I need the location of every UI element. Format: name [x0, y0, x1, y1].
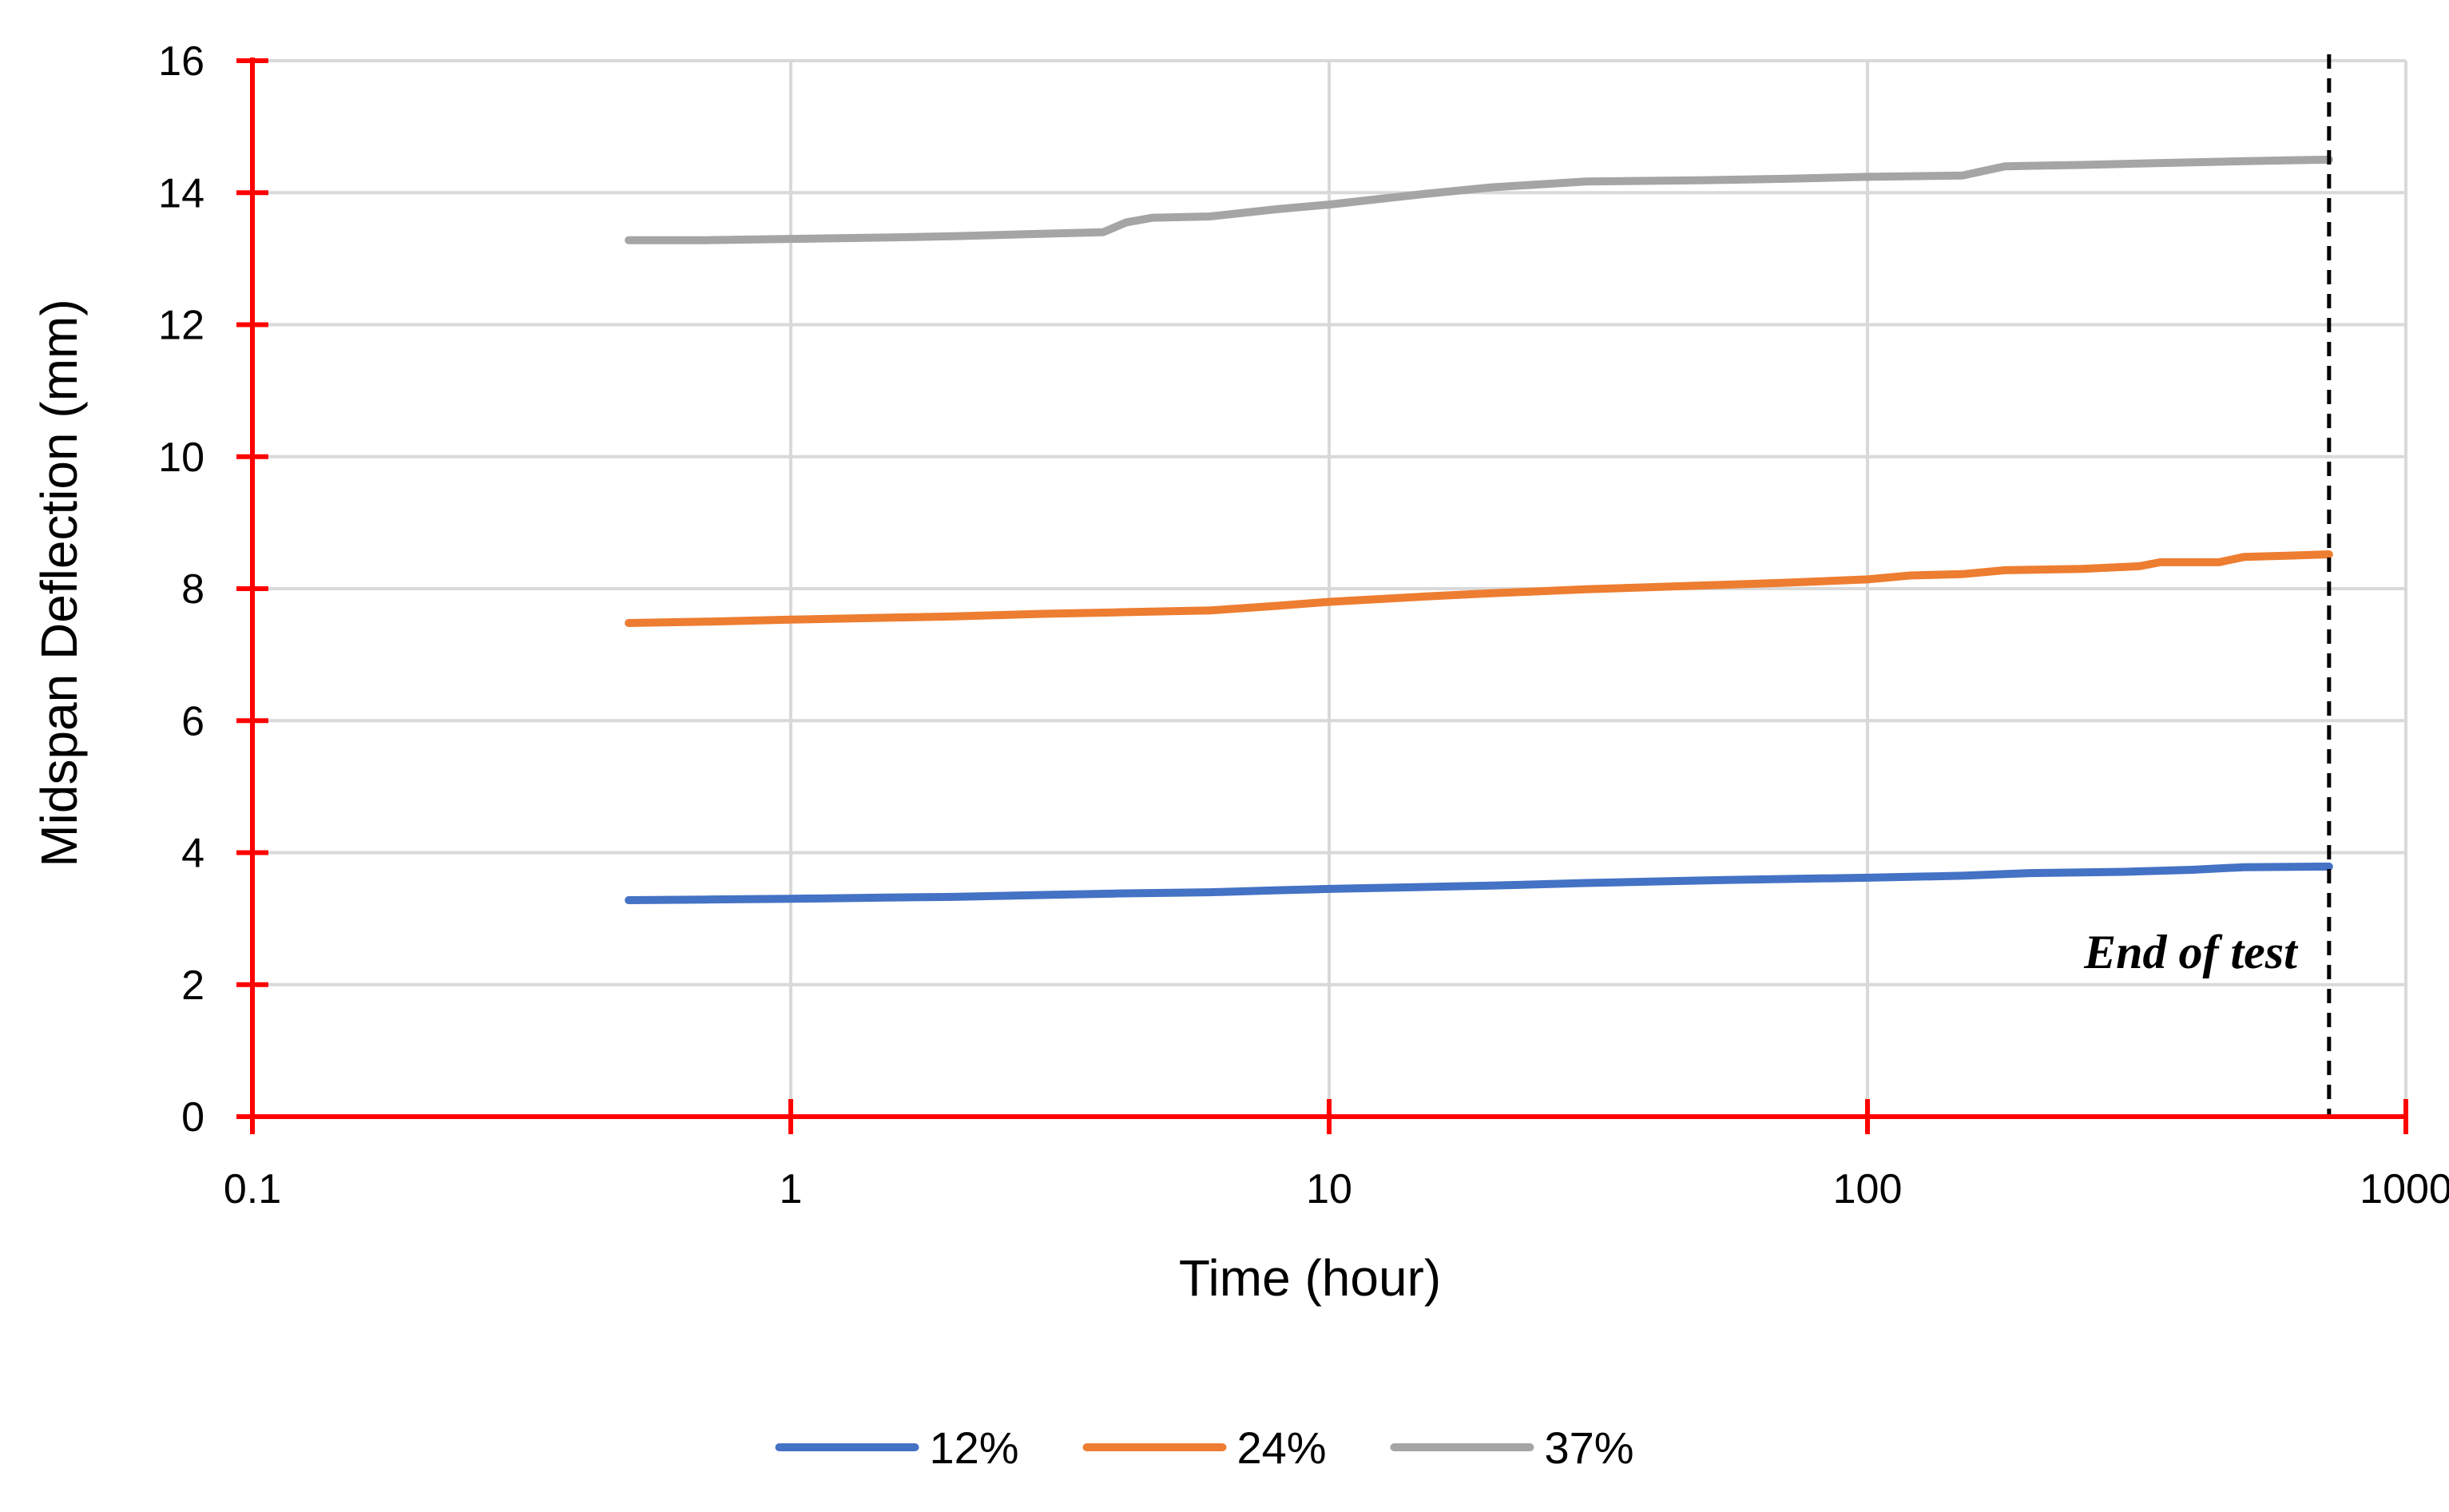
x-tick-label: 100	[1833, 1166, 1903, 1212]
series-line-37pct	[625, 155, 2333, 244]
y-tick-label: 10	[158, 435, 204, 481]
y-tick-label: 6	[181, 698, 204, 744]
y-tick-label: 2	[181, 962, 204, 1009]
y-tick-label: 12	[158, 303, 204, 349]
y-tick-label: 8	[181, 566, 204, 613]
legend: 12% 24% 37%	[775, 1423, 1634, 1473]
series-layer	[625, 155, 2333, 904]
legend-label: 37%	[1545, 1423, 1634, 1473]
x-tick-label: 10	[1306, 1166, 1352, 1212]
x-axis-title: Time (hour)	[1179, 1249, 1441, 1307]
axis-layer	[236, 58, 2408, 1134]
y-tick-label: 0	[181, 1094, 204, 1141]
annotation-layer: End of test	[2083, 54, 2332, 1117]
x-tick-label: 0.1	[224, 1166, 281, 1212]
label-layer: Time (hour) Midspan Deflection (mm) 0 2 4 6…	[30, 38, 2449, 1307]
x-tick-label: 1000	[2360, 1166, 2449, 1212]
legend-item-24pct: 24%	[1082, 1423, 1327, 1473]
series-line-24pct	[625, 550, 2333, 627]
series-line-12pct	[625, 862, 2333, 904]
legend-label: 12%	[930, 1423, 1019, 1473]
y-tick-label: 16	[158, 38, 204, 85]
legend-item-12pct: 12%	[775, 1423, 1019, 1473]
legend-label: 24%	[1237, 1423, 1327, 1473]
x-tick-label: 1	[780, 1166, 803, 1212]
legend-item-37pct: 37%	[1390, 1423, 1634, 1473]
y-axis-title: Midspan Deflection (mm)	[30, 299, 88, 867]
end-of-test-label: End of test	[2083, 926, 2299, 978]
y-tick-label: 4	[181, 831, 204, 877]
grid-layer	[252, 59, 2407, 1117]
y-tick-label: 14	[158, 170, 204, 216]
